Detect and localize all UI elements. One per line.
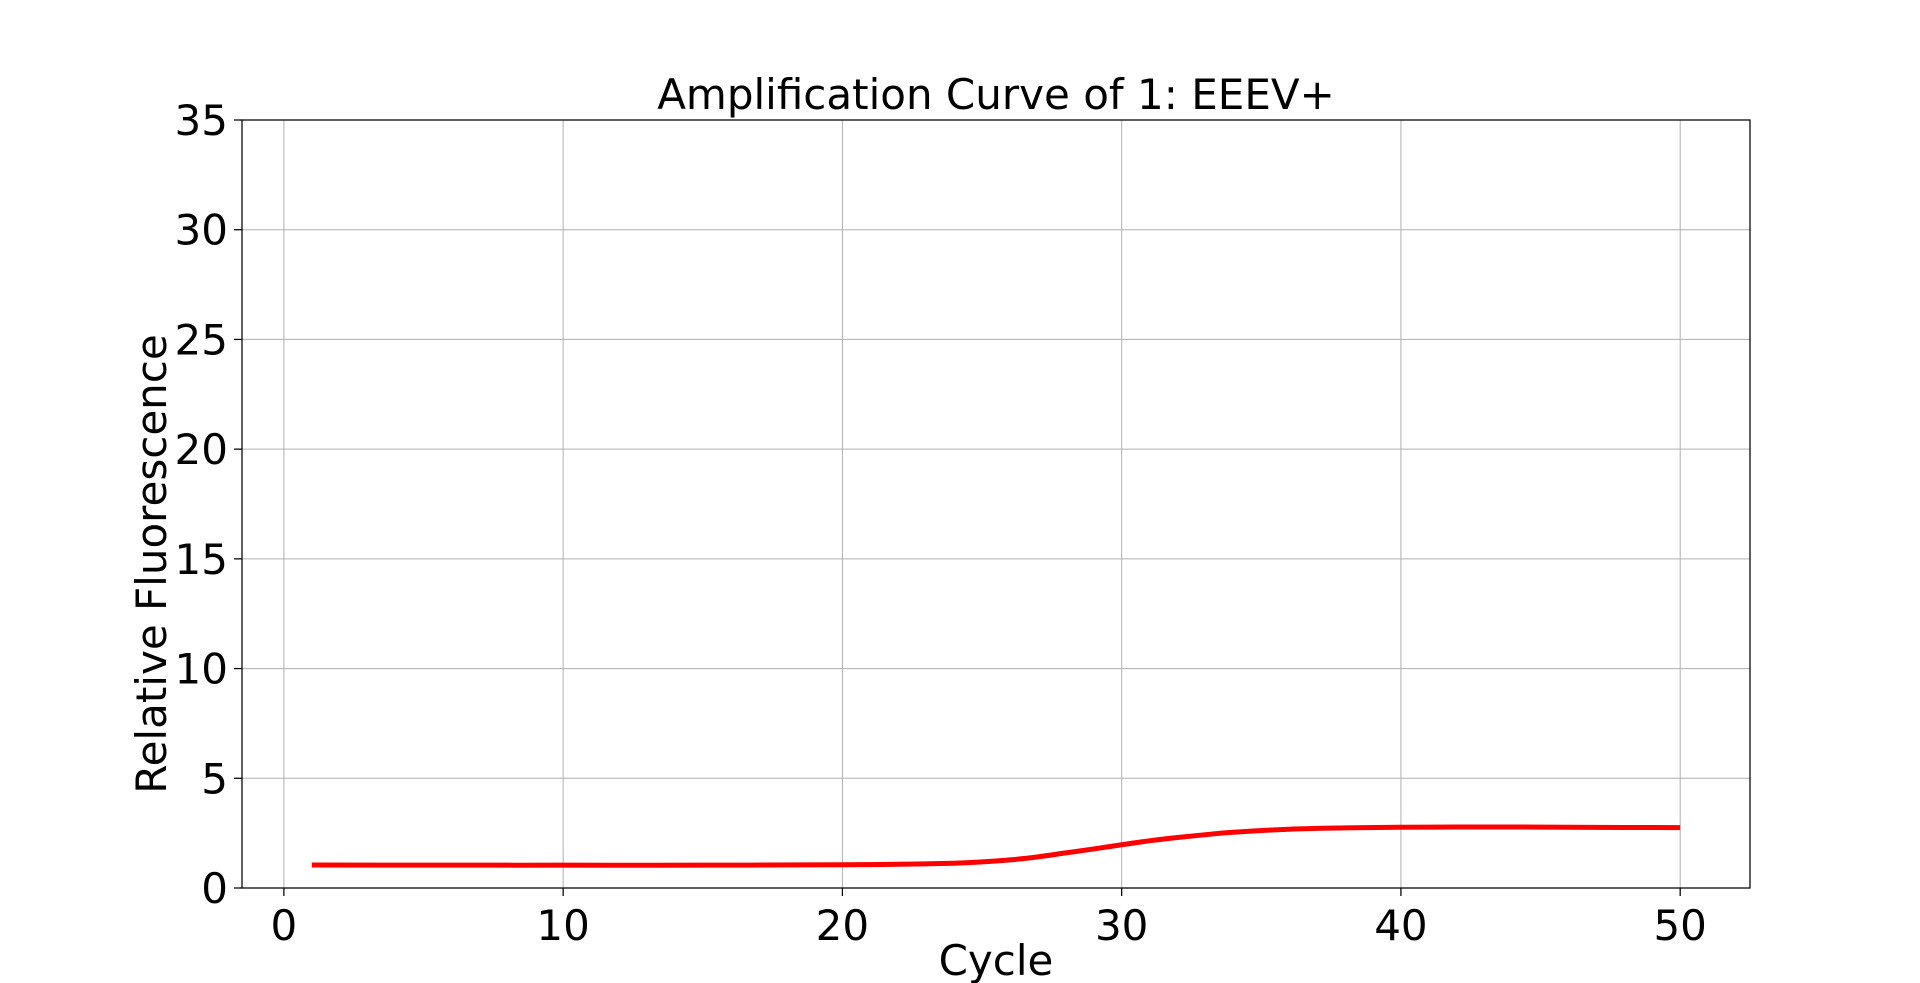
axis-ticks: 0 10 20 30 40 50 0 5 10 15 20 25 30 35 bbox=[175, 96, 1707, 950]
x-tick-label: 20 bbox=[816, 901, 869, 950]
x-axis-label: Cycle bbox=[939, 936, 1054, 983]
y-tick-label: 20 bbox=[175, 425, 228, 474]
x-tick-label: 30 bbox=[1095, 901, 1148, 950]
x-tick-label: 40 bbox=[1374, 901, 1427, 950]
fluorescence-series-line bbox=[311, 824, 1681, 868]
y-tick-label: 10 bbox=[175, 645, 228, 694]
y-tick-label: 5 bbox=[201, 754, 228, 803]
y-tick-label: 30 bbox=[175, 206, 228, 255]
x-tick-label: 0 bbox=[271, 901, 298, 950]
x-tick-label: 10 bbox=[536, 901, 589, 950]
y-tick-label: 0 bbox=[201, 864, 228, 913]
y-tick-label: 15 bbox=[175, 535, 228, 584]
series-layer bbox=[311, 824, 1681, 868]
y-axis-label: Relative Fluorescence bbox=[127, 334, 176, 793]
y-tick-label: 25 bbox=[175, 315, 228, 364]
chart-title: Amplification Curve of 1: EEEV+ bbox=[657, 70, 1335, 119]
plot-frame bbox=[241, 119, 1751, 889]
y-tick-label: 35 bbox=[175, 96, 228, 145]
x-tick-label: 50 bbox=[1653, 901, 1706, 950]
